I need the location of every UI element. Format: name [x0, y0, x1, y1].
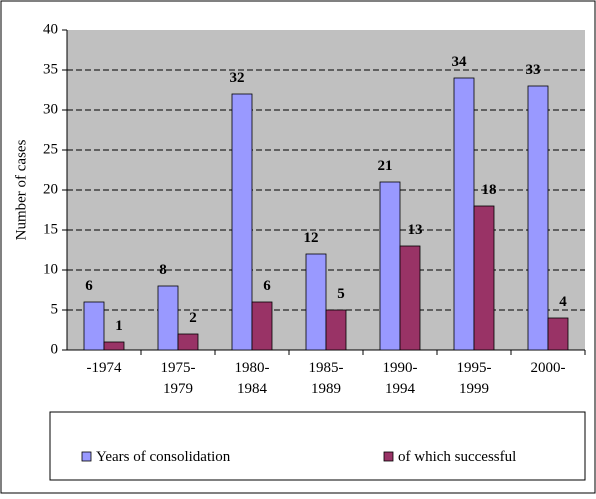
bar [453, 77, 475, 351]
x-tick-label: 1995- [457, 360, 492, 376]
bar [547, 317, 569, 351]
value-label: 6 [263, 278, 271, 294]
value-label: 13 [408, 222, 423, 238]
value-label: 32 [230, 70, 245, 86]
y-tick-label: 10 [43, 261, 58, 277]
x-tick-label: 1989 [311, 381, 341, 397]
y-tick-label: 40 [43, 21, 58, 37]
y-axis-label: Number of cases [13, 139, 29, 240]
bar [177, 333, 199, 351]
bar [325, 309, 347, 351]
x-tick-label: 1994 [385, 381, 416, 397]
value-label: 4 [559, 294, 567, 310]
x-tick-label: 1985- [309, 360, 344, 376]
y-tick-label: 15 [43, 221, 58, 237]
x-tick-label: 2000- [531, 360, 566, 376]
x-tick-label: 1999 [459, 381, 489, 397]
legend-swatch [383, 451, 394, 462]
value-label: 8 [159, 262, 167, 278]
y-tick-label: 30 [43, 101, 58, 117]
value-label: 12 [304, 230, 319, 246]
bar [251, 301, 273, 351]
legend-box [49, 411, 586, 481]
bar [83, 301, 105, 351]
value-label: 18 [482, 182, 497, 198]
bar [103, 341, 125, 351]
legend-label: Years of consolidation [96, 449, 231, 465]
bar [399, 245, 421, 351]
y-tick-label: 25 [43, 141, 58, 157]
x-tick-label: 1975- [161, 360, 196, 376]
y-tick-label: 0 [51, 341, 59, 357]
value-label: 33 [526, 62, 541, 78]
x-tick-label: -1974 [87, 360, 122, 376]
x-tick-label: 1979 [163, 381, 193, 397]
value-label: 5 [337, 286, 345, 302]
legend-swatch [81, 451, 92, 462]
y-tick-label: 20 [43, 181, 58, 197]
y-tick-label: 35 [43, 61, 58, 77]
value-label: 6 [85, 278, 93, 294]
x-tick-label: 1980- [235, 360, 270, 376]
x-tick-label: 1990- [383, 360, 418, 376]
bar [157, 285, 179, 351]
value-label: 1 [115, 318, 123, 334]
value-label: 21 [378, 158, 393, 174]
value-label: 34 [452, 54, 468, 70]
value-label: 2 [189, 310, 197, 326]
bar [231, 93, 253, 351]
y-tick-label: 5 [51, 301, 59, 317]
bar [527, 85, 549, 351]
x-tick-label: 1984 [237, 381, 268, 397]
bar [379, 181, 401, 351]
bar [473, 205, 495, 351]
legend-label: of which successful [398, 449, 516, 465]
bar [305, 253, 327, 351]
